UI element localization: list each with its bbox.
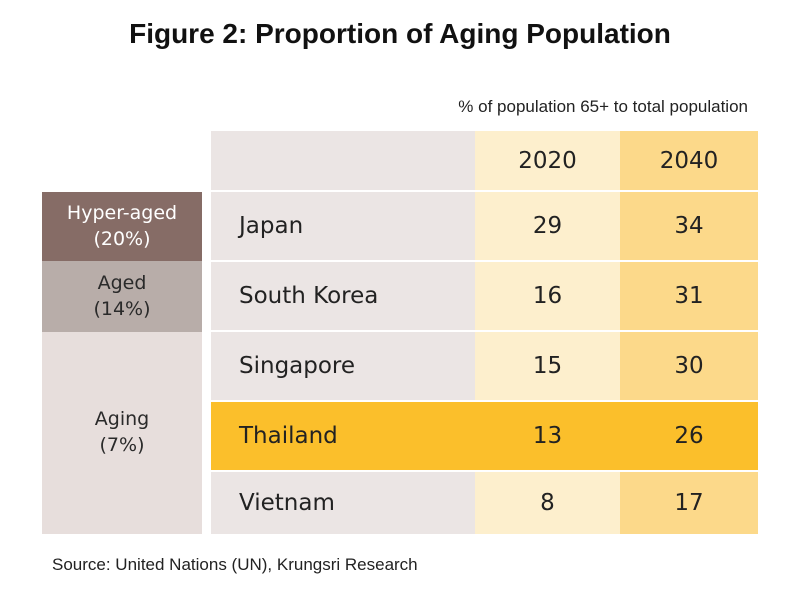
- value-2020-cell: 8: [540, 490, 555, 516]
- band-threshold: (14%): [93, 297, 151, 320]
- band-label: Hyper-aged: [66, 201, 178, 224]
- row-separator: [211, 400, 758, 402]
- band-hyper-aged: Hyper-aged (20%): [42, 192, 202, 261]
- source-note: Source: United Nations (UN), Krungsri Re…: [52, 555, 418, 574]
- band-threshold: (20%): [93, 227, 151, 250]
- value-2020-cell: 29: [532, 213, 563, 239]
- band-aged: Aged (14%): [42, 261, 202, 332]
- row-separator: [211, 470, 758, 472]
- country-cell: Japan: [239, 213, 304, 239]
- band-label: Aging: [94, 408, 150, 431]
- row-separator: [211, 330, 758, 332]
- table-row-japan: Japan 29 34: [211, 192, 758, 260]
- band-label: Aged: [97, 271, 147, 294]
- country-cell: Singapore: [239, 353, 356, 379]
- country-cell: Thailand: [239, 423, 338, 449]
- table-row-south-korea: South Korea 16 31: [211, 262, 758, 330]
- value-2040-cell: 17: [674, 490, 704, 516]
- country-cell: South Korea: [239, 283, 379, 309]
- units-note: % of population 65+ to total population: [458, 97, 748, 116]
- value-2040-cell: 34: [674, 213, 704, 239]
- row-separator: [211, 260, 758, 262]
- data-table: 2020 2040 Japan 29 34 South Korea 16 31 …: [211, 131, 758, 534]
- row-separator: [211, 190, 758, 192]
- value-2040-cell: 30: [674, 353, 704, 379]
- table-row-thailand: Thailand 13 26: [211, 402, 758, 470]
- column-header-2020: 2020: [518, 148, 577, 174]
- band-aging: Aging (7%): [42, 332, 202, 534]
- value-2020-cell: 13: [532, 423, 563, 449]
- band-threshold: (7%): [99, 434, 145, 456]
- country-cell: Vietnam: [239, 490, 335, 516]
- value-2020-cell: 15: [532, 353, 563, 379]
- chart-title: Figure 2: Proportion of Aging Population: [129, 18, 671, 49]
- thailand-highlight-row: [211, 401, 758, 471]
- value-2020-cell: 16: [532, 283, 563, 309]
- value-2040-cell: 31: [674, 283, 704, 309]
- table-row-vietnam: Vietnam 8 17: [211, 472, 758, 534]
- column-header-2040: 2040: [659, 148, 719, 174]
- value-2040-cell: 26: [674, 423, 704, 449]
- table-row-singapore: Singapore 15 30: [211, 332, 758, 400]
